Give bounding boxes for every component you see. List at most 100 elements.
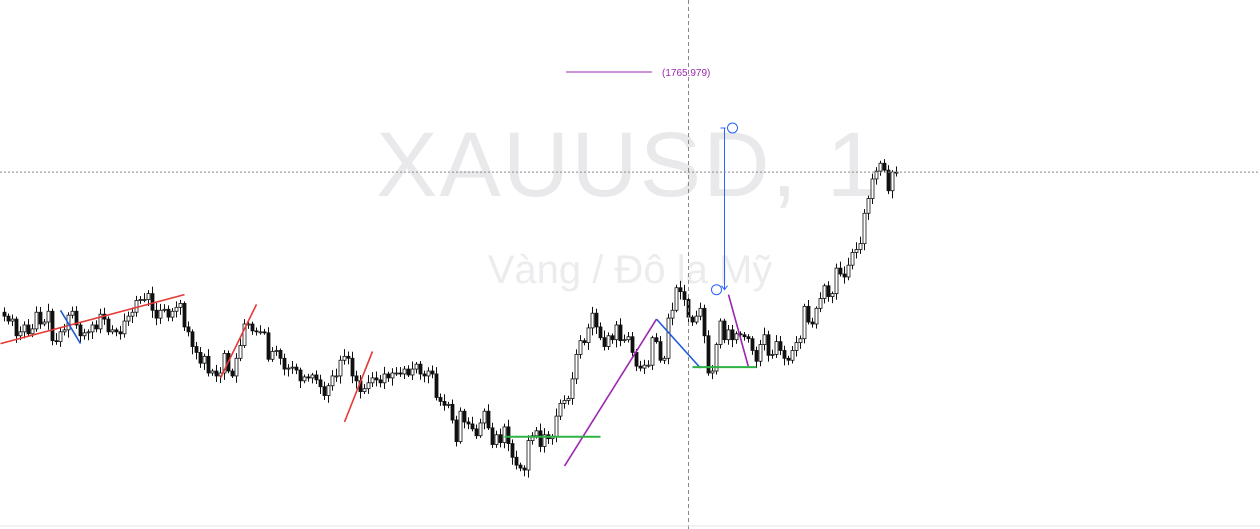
candle-body — [262, 331, 267, 334]
candle-body — [6, 315, 11, 322]
candle-body — [286, 367, 291, 370]
candle-body — [178, 303, 183, 308]
candle-body — [366, 382, 371, 390]
candle-body — [26, 324, 31, 335]
candle-body — [174, 306, 179, 312]
candle-body — [610, 335, 615, 341]
candle-body — [770, 353, 775, 356]
candle-body — [398, 372, 403, 375]
candle-body — [590, 312, 595, 329]
candle-body — [374, 377, 379, 381]
candle-body — [682, 291, 687, 300]
candle-body — [110, 329, 115, 333]
candle-body — [846, 264, 851, 278]
candle-body — [310, 374, 315, 379]
candle-body — [138, 299, 143, 301]
candle-body — [170, 310, 175, 318]
candle-body — [790, 350, 795, 361]
candle-body — [470, 423, 475, 430]
candle-body — [850, 252, 855, 266]
candle-body — [330, 375, 335, 387]
price-line-label: (1765.979) — [662, 68, 710, 79]
candle-body — [86, 331, 91, 334]
candle-body — [206, 355, 211, 374]
candle-body — [506, 426, 511, 444]
zigzag-red-trendline — [0, 293, 185, 345]
candle-body — [10, 318, 15, 322]
candle-body — [250, 323, 255, 332]
candle-body — [18, 331, 23, 337]
price-line-annotation[interactable]: (1765.979) — [566, 68, 710, 79]
candle-body — [858, 243, 863, 250]
candle-body — [422, 373, 427, 377]
candle-body — [566, 398, 571, 401]
candle-body — [706, 335, 711, 374]
candle-body — [810, 321, 815, 325]
candle-body — [702, 307, 707, 337]
candle-body — [146, 293, 151, 300]
drawings-layer[interactable] — [0, 122, 757, 467]
candle-body — [74, 310, 79, 326]
candle-body — [42, 321, 47, 325]
candle-body — [654, 337, 659, 343]
candle-body — [230, 370, 235, 377]
candle-body — [818, 298, 823, 309]
candle-body — [842, 273, 847, 278]
zigzag-purple-up-leg — [563, 318, 658, 467]
candle-body — [122, 320, 127, 335]
candle-body — [722, 320, 727, 341]
candle-body — [214, 370, 219, 377]
candle-body — [822, 285, 827, 299]
candle-body — [182, 303, 187, 328]
candle-body — [342, 355, 347, 361]
candle-body — [690, 316, 695, 323]
candle-body — [34, 311, 39, 330]
candle-body — [454, 419, 459, 443]
zigzag-purple-down-leg — [727, 294, 750, 368]
candle-body — [806, 305, 811, 323]
candle-body — [554, 415, 559, 438]
candle-body — [154, 309, 159, 319]
candle-body — [510, 443, 515, 458]
candle-body — [646, 364, 651, 367]
candle-body — [78, 324, 83, 337]
candle-body — [638, 365, 643, 369]
candle-body — [274, 350, 279, 352]
candle-body — [826, 285, 831, 297]
candle-body — [634, 352, 639, 367]
candle-body — [630, 336, 635, 353]
candle-body — [378, 379, 383, 384]
candle-body — [498, 434, 503, 443]
candle-body — [494, 434, 499, 445]
candle-body — [338, 359, 343, 377]
candle-body — [50, 310, 55, 342]
candle-body — [674, 287, 679, 311]
candle-body — [114, 329, 119, 333]
candle-body — [742, 334, 747, 338]
candle-body — [22, 324, 27, 333]
candle-body — [106, 318, 111, 333]
watermark: XAUUSD, 1 Vàng / Đô la Mỹ — [376, 114, 880, 292]
candle-body — [354, 375, 359, 382]
candle-body — [238, 345, 243, 359]
candle-body — [234, 357, 239, 377]
candle-body — [186, 326, 191, 333]
zigzag-red-leg-2 — [343, 351, 374, 423]
candle-body — [306, 376, 311, 379]
candle-body — [854, 249, 859, 253]
candle-body — [746, 336, 751, 340]
candle-body — [142, 299, 147, 301]
candle-body — [774, 341, 779, 355]
candle-body — [486, 410, 491, 429]
candle-body — [490, 427, 495, 445]
candle-body — [254, 330, 259, 333]
candle-body — [98, 313, 103, 330]
watermark-symbol: XAUUSD, 1 — [376, 114, 880, 216]
candle-body — [70, 310, 75, 316]
candle-body — [326, 385, 331, 396]
candle-body — [874, 170, 879, 180]
candle-body — [586, 327, 591, 344]
candle-body — [694, 315, 699, 323]
candle-body — [714, 344, 719, 372]
